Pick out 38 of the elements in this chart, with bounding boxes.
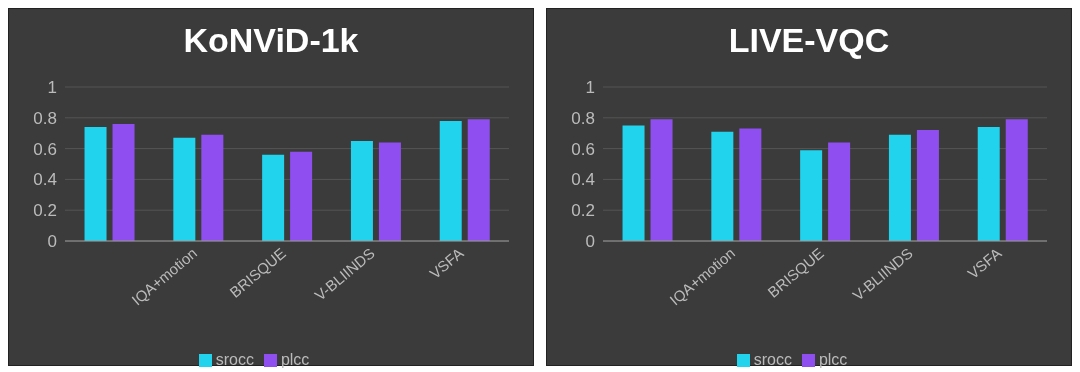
bar: [1005, 119, 1028, 241]
bar: [711, 131, 734, 241]
y-tick-label: 0.4: [571, 170, 595, 190]
y-tick-label: 0.8: [33, 108, 57, 128]
y-tick-label: 0: [47, 232, 57, 252]
y-tick-label: 0.8: [571, 108, 595, 128]
y-tick-label: 0.2: [33, 201, 57, 221]
legend-label: plcc: [818, 351, 848, 368]
bar: [173, 137, 196, 241]
bar: [378, 142, 401, 241]
bar: [977, 127, 1000, 241]
y-tick-label: 1: [47, 78, 57, 98]
y-tick-label: 0.6: [33, 139, 57, 159]
bar: [828, 142, 851, 241]
bar: [262, 154, 285, 241]
y-tick-label: 0.2: [571, 201, 595, 221]
legend-label: plcc: [280, 351, 310, 368]
y-tick-label: 0.6: [571, 139, 595, 159]
bar: [622, 125, 645, 241]
bar: [201, 134, 224, 241]
legend-label: srocc: [215, 351, 254, 368]
bar: [112, 123, 135, 241]
bar: [467, 119, 490, 241]
bar: [290, 151, 313, 241]
y-tick-label: 0.4: [33, 170, 57, 190]
bar: [439, 120, 462, 241]
chart-title: KoNViD-1k: [182, 20, 360, 61]
bar: [650, 119, 673, 241]
y-tick-label: 0: [585, 232, 595, 252]
y-tick-label: 1: [585, 78, 595, 98]
legend-label: srocc: [753, 351, 792, 368]
bar: [739, 128, 762, 241]
bar: [84, 127, 107, 241]
bar: [800, 150, 823, 241]
bar: [916, 130, 939, 241]
bar: [888, 134, 911, 241]
chart-title: LIVE-VQC: [727, 20, 891, 61]
bar: [350, 140, 373, 241]
